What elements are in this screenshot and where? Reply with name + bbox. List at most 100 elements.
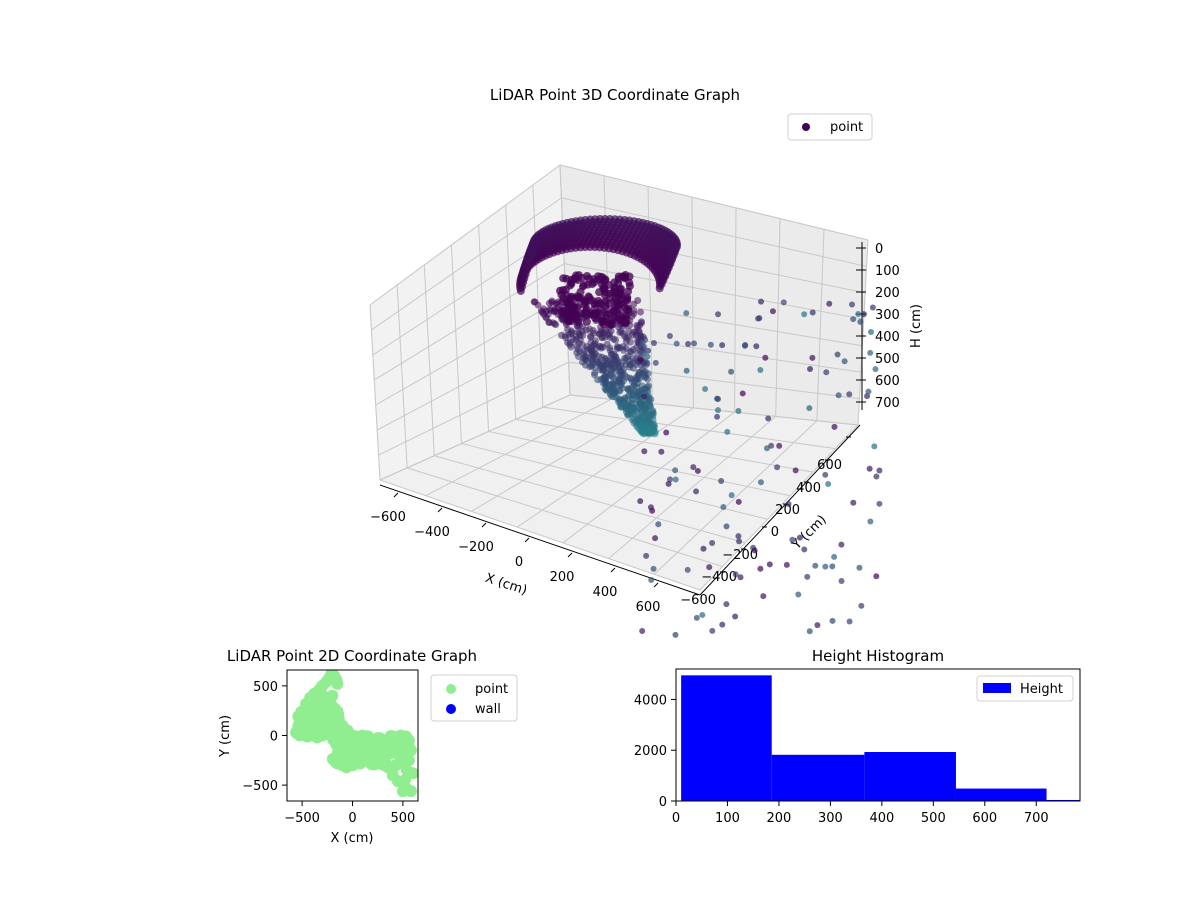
z-tick-label-3d: 600	[875, 374, 900, 389]
data-point	[672, 243, 681, 252]
data-point	[597, 327, 605, 335]
data-point	[643, 552, 650, 559]
data-point	[829, 563, 836, 570]
data-point	[685, 341, 692, 348]
data-point	[567, 275, 576, 284]
x-tick-label-hist: 500	[921, 811, 946, 826]
legend-3d-box	[787, 113, 873, 141]
data-point	[834, 351, 841, 358]
data-point	[606, 344, 614, 352]
data-point	[614, 275, 623, 284]
y-tick-label-3d: 400	[796, 481, 821, 496]
data-point	[617, 401, 625, 409]
data-point	[792, 467, 799, 474]
data-point	[765, 415, 772, 422]
point-marker	[370, 757, 383, 770]
z-tick-label-3d: 700	[875, 396, 900, 411]
data-point	[602, 367, 610, 375]
data-point	[612, 336, 620, 344]
data-point	[588, 361, 596, 369]
chart-3d: LiDAR Point 3D Coordinate Graph −600 −400…	[369, 86, 924, 638]
data-point	[548, 297, 556, 305]
data-point	[579, 341, 587, 349]
data-point	[611, 393, 619, 401]
data-point	[809, 309, 816, 316]
data-point	[666, 476, 673, 483]
data-point	[867, 349, 874, 356]
data-point	[630, 381, 638, 389]
point-marker	[398, 747, 411, 760]
data-point	[582, 317, 591, 326]
data-point	[588, 347, 596, 355]
data-point	[766, 561, 773, 568]
data-point	[835, 392, 842, 399]
grid-line	[378, 361, 569, 456]
data-point	[630, 300, 638, 308]
y-tick-label-hist: 2000	[634, 744, 667, 759]
data-point	[572, 315, 581, 324]
x-tick-label-3d: −400	[414, 525, 450, 540]
data-point	[644, 418, 652, 426]
legend-2d-wall-marker	[446, 704, 456, 714]
data-point	[608, 379, 616, 387]
grid-line	[369, 304, 381, 481]
data-point	[801, 311, 808, 318]
legend-2d-point-label: point	[475, 682, 508, 697]
data-point	[760, 593, 767, 600]
grid-line	[423, 264, 435, 456]
data-point	[582, 361, 590, 369]
point-marker	[406, 767, 418, 780]
data-point	[646, 401, 654, 409]
data-point	[719, 621, 726, 628]
z-tick-label-3d: 200	[875, 286, 900, 301]
data-point	[838, 577, 845, 584]
grid-line	[488, 430, 791, 497]
point-marker	[373, 732, 386, 745]
data-point	[624, 386, 632, 394]
data-point	[735, 407, 742, 414]
data-point	[626, 361, 634, 369]
x-tick-label-2d: 0	[348, 811, 356, 826]
data-point	[643, 383, 651, 391]
data-point	[546, 306, 554, 314]
x-tick-3d	[610, 567, 616, 573]
z-tick-label-3d: 300	[875, 308, 900, 323]
grid-line	[425, 398, 612, 497]
data-point	[737, 574, 744, 581]
axes-2d: −500 0 500 500 0 −500	[242, 680, 415, 826]
histogram-bars-inner	[681, 675, 1080, 801]
data-point	[619, 329, 627, 337]
histogram-title: Height Histogram	[812, 647, 944, 665]
data-point	[624, 352, 632, 360]
data-point	[624, 400, 632, 408]
data-point	[599, 285, 608, 294]
data-point	[709, 627, 716, 634]
data-point	[846, 391, 853, 398]
grid-line	[450, 244, 462, 444]
data-point	[650, 339, 657, 346]
y-axis-label-2d: Y (cm)	[218, 715, 233, 758]
data-point	[607, 366, 615, 374]
histogram-bar	[955, 788, 1047, 801]
data-point	[774, 464, 781, 471]
data-point	[807, 366, 814, 373]
z-tick-label-3d: 100	[875, 264, 900, 279]
data-point	[574, 345, 582, 353]
data-point	[699, 611, 706, 618]
grid-line	[505, 204, 517, 420]
data-point	[776, 442, 783, 449]
data-point	[723, 523, 730, 530]
data-point	[691, 340, 698, 347]
grid-line	[816, 229, 825, 421]
y-tick-label-3d: 0	[771, 525, 779, 540]
data-point	[595, 342, 603, 350]
data-point	[715, 396, 722, 403]
data-point	[599, 362, 607, 370]
y-tick-label-2d: −500	[242, 779, 278, 794]
data-point	[579, 331, 587, 339]
data-point	[693, 614, 700, 621]
grid-line	[406, 467, 723, 567]
data-point	[672, 631, 679, 638]
data-point	[641, 371, 649, 379]
data-point	[806, 405, 813, 412]
